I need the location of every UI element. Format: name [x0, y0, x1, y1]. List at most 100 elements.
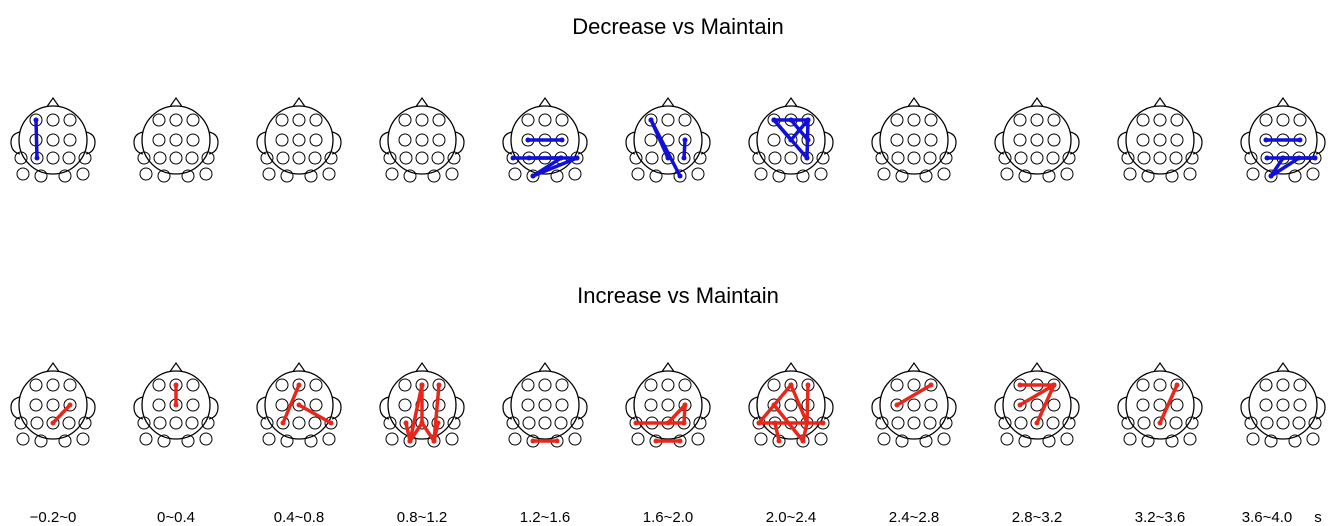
electrode [939, 416, 953, 430]
electrode [1047, 398, 1061, 412]
electrode [1018, 169, 1032, 183]
electrode [1185, 151, 1199, 165]
electrode [309, 133, 323, 147]
electrode [292, 378, 306, 392]
electrode [1030, 133, 1044, 147]
electrode [907, 416, 921, 430]
electrode [34, 169, 48, 183]
electrode [754, 432, 768, 446]
electrode [568, 432, 582, 446]
head [510, 370, 580, 440]
electrode [199, 432, 213, 446]
node [173, 402, 179, 408]
electrode [924, 398, 938, 412]
electrode [678, 113, 692, 127]
electrode [508, 167, 522, 181]
electrode [1264, 169, 1278, 183]
nose [1275, 96, 1291, 109]
ear [1315, 396, 1326, 420]
electrode [814, 432, 828, 446]
head-map [1240, 361, 1326, 448]
node [682, 402, 688, 408]
electrode [1288, 434, 1302, 448]
node [1280, 155, 1286, 161]
node [1264, 155, 1270, 161]
head-map [994, 96, 1080, 183]
node [1263, 137, 1269, 143]
time-label: 3.6~4.0 [1242, 509, 1292, 526]
electrode [304, 169, 318, 183]
electrode [34, 434, 48, 448]
ear [994, 396, 1005, 420]
ear [1117, 131, 1128, 155]
electrode [63, 378, 77, 392]
connection [1269, 156, 1301, 178]
node [788, 382, 794, 388]
head-map [502, 361, 588, 448]
electrode [262, 432, 276, 446]
electrode [398, 378, 412, 392]
electrode [16, 167, 30, 181]
connection [1035, 383, 1056, 425]
nose [291, 96, 307, 109]
electrode [538, 398, 552, 412]
electrode [923, 416, 937, 430]
ear [946, 396, 957, 420]
connection [297, 403, 333, 425]
nose [291, 361, 307, 374]
node [665, 420, 671, 426]
ear [625, 396, 636, 420]
node [33, 117, 39, 123]
electrode [280, 434, 294, 448]
electrode [521, 398, 535, 412]
electrode [924, 378, 938, 392]
electrode [385, 432, 399, 446]
head-map [748, 96, 834, 183]
electrode [891, 151, 905, 165]
node [574, 155, 580, 161]
node [407, 438, 413, 444]
nose [660, 96, 676, 109]
electrode [875, 416, 889, 430]
head-map [871, 96, 957, 183]
connection [805, 118, 810, 160]
head [264, 105, 334, 175]
electrode [63, 398, 77, 412]
electrode [46, 398, 60, 412]
node [296, 382, 302, 388]
electrode [877, 167, 891, 181]
time-label: 2.8~3.2 [1012, 509, 1062, 526]
electrode [415, 151, 429, 165]
node [1174, 382, 1180, 388]
electrode [432, 133, 446, 147]
ear [331, 396, 342, 420]
head-map [625, 96, 711, 183]
ear [133, 396, 144, 420]
electrode [292, 398, 306, 412]
node [648, 117, 654, 123]
electrode [447, 151, 461, 165]
electrode [907, 398, 921, 412]
electrode [772, 169, 786, 183]
electrode [186, 133, 200, 147]
nose [45, 96, 61, 109]
electrode [383, 151, 397, 165]
electrode [814, 167, 828, 181]
electrode [1259, 378, 1273, 392]
electrode [1141, 169, 1155, 183]
node [1312, 155, 1318, 161]
electrode [1170, 113, 1184, 127]
ear [994, 131, 1005, 155]
ear [748, 396, 759, 420]
electrode [78, 151, 92, 165]
ear [1069, 396, 1080, 420]
ear [208, 131, 219, 155]
ear [700, 396, 711, 420]
nose [168, 96, 184, 109]
electrode [137, 416, 151, 430]
electrode [1185, 416, 1199, 430]
electrode [30, 416, 44, 430]
electrode [1137, 151, 1151, 165]
ear [85, 131, 96, 155]
